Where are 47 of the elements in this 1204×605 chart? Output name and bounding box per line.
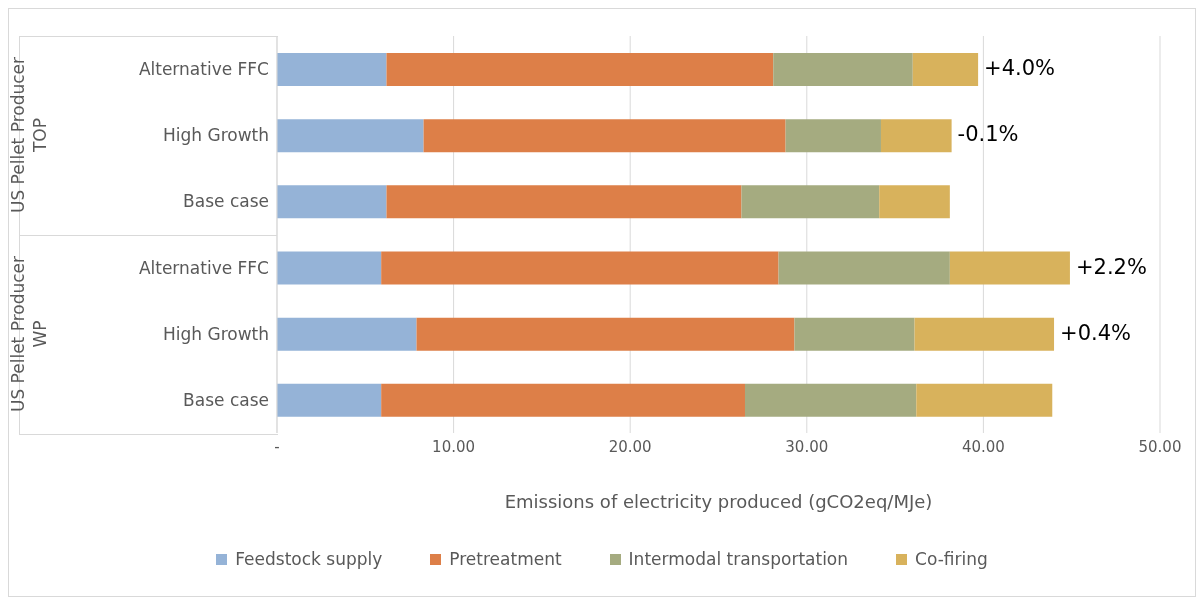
- bar: [778, 251, 950, 285]
- bar: [785, 119, 881, 153]
- bar: [423, 119, 786, 153]
- x-tick-label: 40.00: [961, 437, 1005, 456]
- bar: [416, 317, 795, 351]
- annotation: -0.1%: [957, 122, 1019, 147]
- y-tick-label: Alternative FFC: [138, 257, 269, 278]
- x-axis-title: Emissions of electricity produced (gCO2eq/MJe): [504, 490, 933, 512]
- bar: [879, 185, 950, 219]
- annotation: +4.0%: [984, 56, 1056, 81]
- bar: [949, 251, 1070, 285]
- bar: [916, 383, 1053, 417]
- bar: [794, 317, 915, 351]
- text: US Pellet Producer TOP: [7, 56, 51, 216]
- bar: [744, 383, 917, 417]
- bar: [381, 383, 745, 417]
- bar: [277, 251, 382, 285]
- x-tick-label: 10.00: [432, 437, 476, 456]
- y-tick-label: High Growth: [162, 125, 269, 146]
- y-tick-label: Base case: [183, 389, 269, 410]
- bar: [277, 185, 387, 219]
- bar: [381, 251, 779, 285]
- bar: [277, 119, 424, 153]
- annotation: +2.2%: [1075, 254, 1147, 279]
- bar: [914, 317, 1055, 351]
- x-tick-label: 50.00: [1138, 437, 1182, 456]
- bar: [277, 53, 387, 86]
- bar: [277, 383, 382, 417]
- bar: [386, 53, 774, 86]
- legend-label: Pretreatment: [449, 549, 562, 569]
- bar: [277, 317, 417, 351]
- legend-label: Intermodal transportation: [628, 549, 849, 569]
- bar: [386, 185, 742, 219]
- x-tick-label: -: [274, 437, 280, 456]
- bar: [773, 53, 913, 86]
- x-tick-label: 30.00: [785, 437, 829, 456]
- bar: [912, 53, 979, 86]
- x-tick-label: 20.00: [608, 437, 652, 456]
- bar: [880, 119, 952, 153]
- legend-label: Feedstock supply: [235, 549, 383, 569]
- y-tick-label: High Growth: [162, 323, 269, 344]
- y-tick-label: Alternative FFC: [138, 59, 269, 80]
- legend-label: Co-firing: [915, 549, 988, 569]
- text: US Pellet Producer WP: [7, 254, 51, 414]
- bar: [741, 185, 880, 219]
- y-tick-label: Base case: [183, 191, 269, 212]
- annotation: +0.4%: [1060, 320, 1131, 345]
